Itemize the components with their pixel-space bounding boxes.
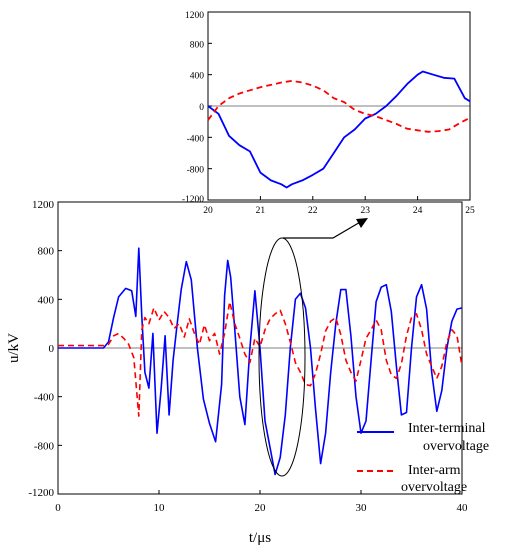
inset-x-tick-label: 21: [256, 206, 266, 216]
inset-series: [207, 70, 471, 189]
main-x-tick-label: 20: [255, 502, 267, 514]
main-y-tick-label: 0: [49, 343, 55, 355]
legend: Inter-terminal overvoltage Inter-arm ove…: [357, 421, 489, 495]
inset-y-tick-label: -1200: [182, 195, 204, 205]
inset-series-inter-arm-line: [207, 80, 471, 133]
main-series: [58, 247, 463, 476]
inset-y-tick-label: 800: [190, 40, 205, 50]
main-y-tick-label: -1200: [28, 487, 54, 499]
main-y-tick-label: 400: [38, 294, 55, 306]
main-y-tick-label: 800: [38, 246, 55, 258]
main-x-axis-label: t/μs: [249, 530, 271, 546]
main-chart: 0 10 20 30 40 1200 800 400 0 -400 -800 -1200 t/μs u…: [6, 199, 489, 546]
main-x-tick-label: 30: [356, 502, 368, 514]
inset-x-tick-label: 23: [360, 206, 370, 216]
inset-axis-ticks: 20 21 22 23 24 25 1200 800 400 0 -400 -800 -1200: [182, 11, 475, 216]
inset-y-tick-label: 400: [190, 72, 205, 82]
main-x-tick-label: 0: [55, 502, 61, 514]
zoom-arrow: [283, 218, 368, 239]
main-y-tick-label: -400: [34, 392, 55, 404]
main-y-tick-label: -800: [34, 440, 55, 452]
legend-label-inter-arm-line1: Inter-arm: [408, 463, 461, 478]
inset-x-tick-label: 22: [308, 206, 318, 216]
inset-y-tick-label: -800: [187, 166, 205, 176]
highlight-ellipse: [258, 237, 306, 477]
legend-label-inter-arm-line2: overvoltage: [401, 480, 467, 495]
main-x-tick-label: 40: [457, 502, 469, 514]
inset-series-inter-terminal-line: [207, 70, 471, 189]
inset-y-tick-label: 1200: [185, 11, 204, 21]
legend-label-inter-terminal-line1: Inter-terminal: [408, 421, 486, 436]
inset-x-tick-label: 24: [413, 206, 423, 216]
main-axis-ticks: 0 10 20 30 40 1200 800 400 0 -400 -800 -1200: [28, 199, 468, 514]
inset-x-tick-label: 20: [203, 206, 213, 216]
main-x-tick-label: 10: [154, 502, 166, 514]
legend-label-inter-terminal-line2: overvoltage: [423, 439, 489, 454]
main-y-tick-label: 1200: [32, 199, 55, 211]
main-series-inter-terminal-line: [58, 247, 463, 476]
inset-chart: 20 21 22 23 24 25 1200 800 400 0 -400 -800 -1200: [182, 11, 475, 216]
main-y-axis-label: u/kV: [6, 333, 22, 363]
inset-y-tick-label: 0: [199, 103, 204, 113]
inset-y-tick-label: -400: [187, 134, 205, 144]
inset-x-tick-label: 25: [465, 206, 475, 216]
